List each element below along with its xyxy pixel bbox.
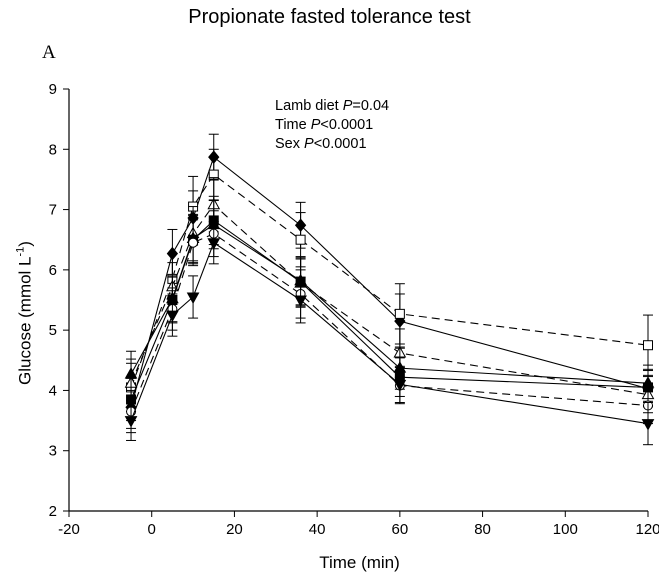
x-tick-label: 120 — [635, 521, 659, 538]
stat-sex: Sex P<0.0001 — [275, 136, 367, 152]
series-line — [130, 173, 649, 388]
data-point — [186, 292, 200, 305]
series-line — [130, 156, 649, 408]
data-point — [188, 237, 199, 248]
y-tick-label: 6 — [49, 262, 57, 279]
x-tick-label: 0 — [148, 521, 156, 538]
series-line — [130, 219, 649, 400]
chart-title: Propionate fasted tolerance test — [188, 6, 471, 28]
y-tick-label: 5 — [49, 322, 57, 339]
y-tick-label: 8 — [49, 141, 57, 158]
data-point — [643, 340, 653, 351]
y-tick-label: 4 — [49, 382, 57, 399]
data-point — [295, 234, 306, 245]
x-tick-label: 60 — [392, 521, 409, 538]
data-point — [294, 295, 307, 308]
y-tick-label: 7 — [49, 202, 57, 219]
stat-lamb-diet: Lamb diet P=0.04 — [275, 98, 390, 114]
x-tick-label: 80 — [474, 521, 491, 538]
panel-label: A — [42, 42, 56, 63]
x-tick-label: 100 — [553, 521, 578, 538]
x-tick-label: -20 — [58, 521, 80, 538]
x-tick-label: 20 — [226, 521, 243, 538]
data-point — [124, 416, 138, 428]
stat-time: Time P<0.0001 — [275, 117, 374, 133]
series-line — [130, 233, 649, 412]
x-tick-label: 40 — [309, 521, 326, 538]
y-tick-label: 9 — [49, 81, 57, 98]
y-tick-label: 2 — [49, 503, 57, 520]
data-point — [166, 310, 179, 323]
data-point — [207, 238, 221, 250]
series-line — [130, 223, 649, 384]
stats-annotation: Lamb diet P=0.04 Time P<0.0001 Sex P<0.0… — [275, 97, 389, 154]
data-point — [124, 367, 138, 379]
data-point — [641, 419, 655, 431]
y-axis-label: Glucose (mmol L-1) — [14, 241, 35, 385]
series-line — [130, 241, 649, 425]
data-point — [394, 308, 405, 319]
series-line — [130, 203, 649, 396]
y-tick-label: 3 — [49, 443, 57, 460]
data-point — [393, 379, 407, 392]
x-axis-label: Time (min) — [319, 553, 400, 572]
